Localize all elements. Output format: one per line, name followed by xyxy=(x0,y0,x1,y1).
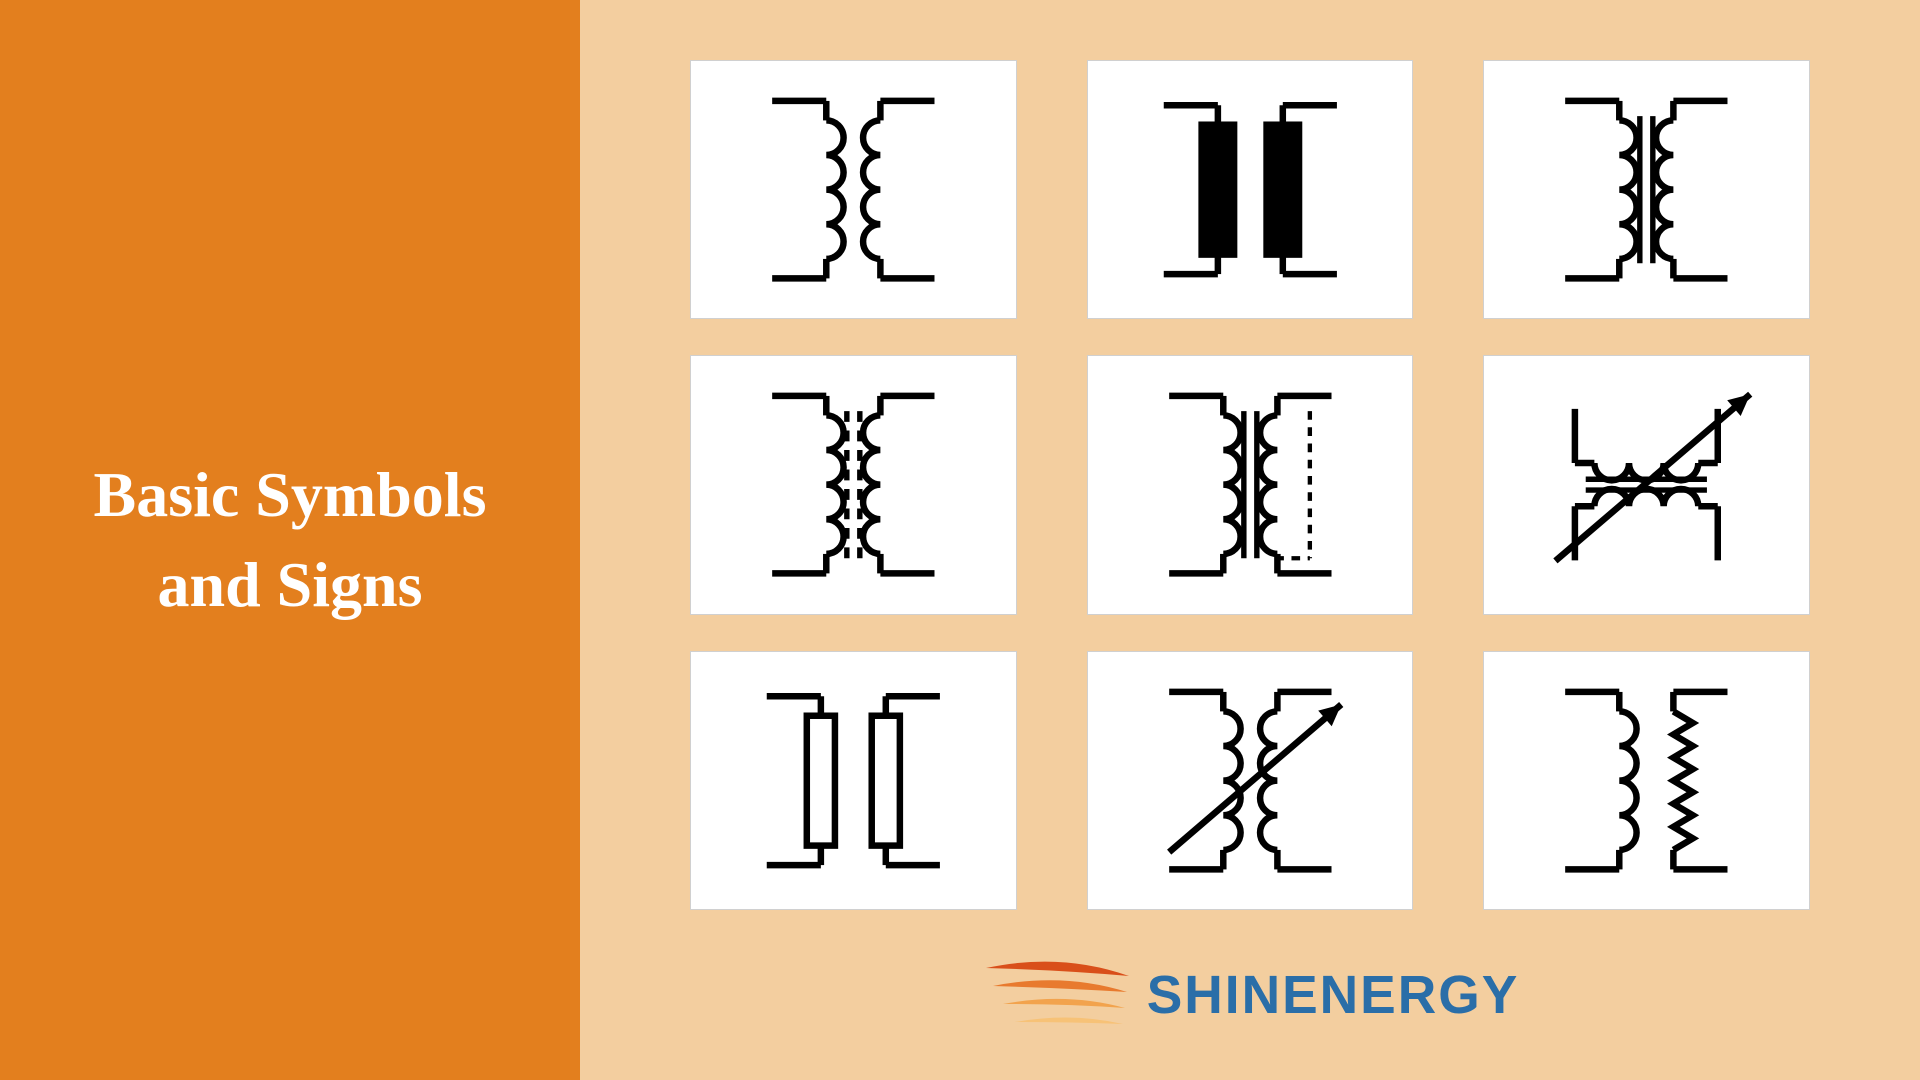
symbol-zigzag-transformer xyxy=(1483,651,1810,910)
symbol-air-core-transformer xyxy=(690,60,1017,319)
symbol-iron-core-transformer xyxy=(1483,60,1810,319)
symbol-open-rect-transformer xyxy=(690,651,1017,910)
title-line-2: and Signs xyxy=(157,549,422,620)
title-line-1: Basic Symbols xyxy=(94,459,487,530)
slide-title: Basic Symbols and Signs xyxy=(94,450,487,629)
symbol-variable-transformer xyxy=(1087,651,1414,910)
logo-wing-icon xyxy=(981,950,1131,1040)
symbol-dashed-core-transformer xyxy=(690,355,1017,614)
symbol-variable-coupler-rotated xyxy=(1483,355,1810,614)
shielded-transformer-icon xyxy=(1088,356,1413,613)
solid-rect-transformer-icon xyxy=(1088,61,1413,318)
symbol-solid-rect-transformer xyxy=(1087,60,1414,319)
open-rect-transformer-icon xyxy=(691,652,1016,909)
iron-core-transformer-icon xyxy=(1484,61,1809,318)
logo: SHINENERGY xyxy=(580,910,1920,1080)
air-core-transformer-icon xyxy=(691,61,1016,318)
dashed-core-transformer-icon xyxy=(691,356,1016,613)
variable-coupler-rotated-icon xyxy=(1484,356,1809,613)
title-panel: Basic Symbols and Signs xyxy=(0,0,580,1080)
slide-root: Basic Symbols and Signs SHINENERGY xyxy=(0,0,1920,1080)
symbols-panel: SHINENERGY xyxy=(580,0,1920,1080)
symbol-grid xyxy=(580,0,1920,910)
logo-text: SHINENERGY xyxy=(1147,965,1520,1026)
variable-transformer-icon xyxy=(1088,652,1413,909)
symbol-shielded-transformer xyxy=(1087,355,1414,614)
zigzag-transformer-icon xyxy=(1484,652,1809,909)
